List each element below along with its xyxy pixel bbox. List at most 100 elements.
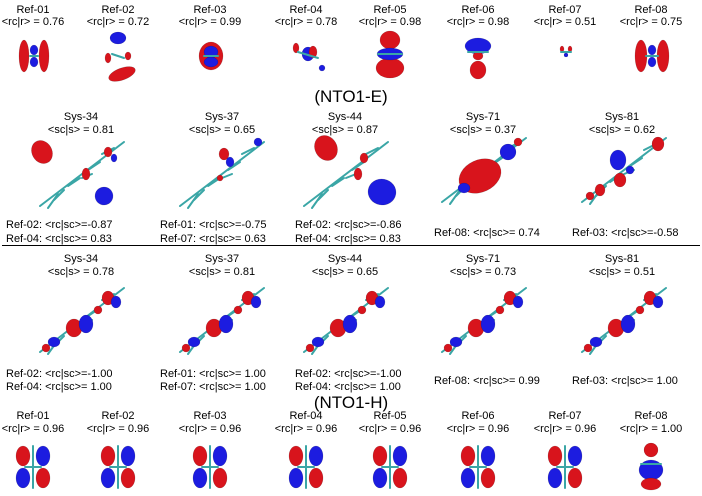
system-name-label: Sys-44 bbox=[327, 111, 363, 123]
positive-lobe bbox=[100, 445, 116, 467]
positive-lobe bbox=[495, 305, 505, 315]
negative-lobe bbox=[480, 445, 496, 467]
ref-overlap-line: Ref-01: <rc|sc>= 1.00 bbox=[160, 368, 266, 380]
positive-lobe bbox=[212, 467, 228, 489]
sys-37-e-orbital bbox=[179, 137, 265, 209]
nto1-e-label: (NTO1-E) bbox=[314, 87, 388, 106]
positive-lobe bbox=[567, 467, 583, 489]
ref-08-orbital bbox=[634, 39, 670, 73]
negative-lobe bbox=[342, 314, 358, 334]
positive-lobe bbox=[379, 30, 401, 50]
positive-lobe bbox=[359, 152, 369, 164]
negative-lobe bbox=[29, 44, 39, 56]
positive-lobe bbox=[305, 343, 315, 353]
positive-lobe bbox=[372, 445, 388, 467]
ref-overlap-label: <rc|r> = 0.96 bbox=[178, 423, 242, 435]
ref-overlap-label: <rc|r> = 0.96 bbox=[358, 423, 422, 435]
positive-lobe bbox=[216, 174, 224, 182]
negative-lobe bbox=[460, 467, 476, 489]
ref-name-label: Ref-02 bbox=[101, 4, 135, 16]
negative-lobe bbox=[449, 336, 463, 348]
positive-lobe bbox=[392, 467, 408, 489]
positive-lobe bbox=[93, 305, 103, 315]
ref-overlap-line: Ref-07: <rc|sc>= 0.63 bbox=[160, 233, 266, 245]
negative-lobe bbox=[47, 336, 61, 348]
positive-lobe bbox=[233, 305, 243, 315]
positive-lobe bbox=[357, 305, 367, 315]
ref-overlap-label: <rc|r> = 0.96 bbox=[274, 423, 338, 435]
ref-overlap-label: <rc|r> = 1.00 bbox=[619, 423, 683, 435]
negative-lobe bbox=[218, 314, 234, 334]
positive-lobe bbox=[643, 442, 659, 458]
sys-37-h-orbital bbox=[179, 287, 265, 355]
negative-lobe bbox=[512, 295, 524, 309]
ref-overlap-line: Ref-04: <rc|sc>= 1.00 bbox=[6, 381, 112, 393]
negative-lobe bbox=[480, 314, 496, 334]
positive-lobe bbox=[124, 51, 132, 61]
ref-04-h-orbital bbox=[288, 445, 324, 489]
system-overlap-label: <sc|s> = 0.62 bbox=[588, 124, 656, 136]
ref-overlap-line: Ref-02: <rc|sc>=-1.00 bbox=[295, 368, 402, 380]
system-overlap-label: <sc|s> = 0.87 bbox=[311, 124, 379, 136]
positive-lobe bbox=[104, 52, 112, 64]
ref-03-orbital bbox=[198, 41, 224, 71]
nto1-h-label: (NTO1-H) bbox=[313, 393, 389, 412]
ref-name-label: Ref-07 bbox=[548, 410, 582, 422]
system-name-label: Sys-37 bbox=[204, 111, 240, 123]
positive-lobe bbox=[218, 147, 230, 161]
sys-81-h-orbital bbox=[581, 287, 667, 355]
ref-overlap-line: Ref-03: <rc|sc>=-0.58 bbox=[572, 227, 679, 239]
negative-lobe bbox=[311, 336, 325, 348]
system-name-label: Sys-37 bbox=[204, 253, 240, 265]
ref-overlap-line: Ref-04: <rc|sc>= 0.83 bbox=[6, 233, 112, 245]
negative-lobe bbox=[110, 153, 118, 163]
bond bbox=[193, 189, 205, 201]
negative-lobe bbox=[625, 165, 635, 175]
positive-lobe bbox=[469, 60, 487, 80]
system-overlap-label: <sc|s> = 0.65 bbox=[188, 124, 256, 136]
negative-lobe bbox=[35, 445, 51, 467]
negative-lobe bbox=[457, 182, 471, 194]
bond bbox=[303, 141, 389, 207]
ref-overlap-line: Ref-02: <rc|sc>=-0.87 bbox=[6, 219, 113, 231]
ref-overlap-label: <rc|r> = 0.96 bbox=[446, 423, 510, 435]
positive-lobe bbox=[547, 445, 563, 467]
sys-44-h-orbital bbox=[303, 287, 389, 355]
system-name-label: Sys-44 bbox=[327, 253, 363, 265]
system-name-label: Sys-81 bbox=[604, 111, 640, 123]
positive-lobe bbox=[613, 172, 627, 188]
negative-lobe bbox=[652, 295, 664, 309]
negative-lobe bbox=[78, 314, 94, 334]
ref-name-label: Ref-06 bbox=[461, 4, 495, 16]
bond bbox=[221, 173, 233, 179]
ref-02-h-orbital bbox=[100, 445, 136, 489]
system-overlap-label: <sc|s> = 0.81 bbox=[188, 266, 256, 278]
ref-07-h-orbital bbox=[547, 445, 583, 489]
ref-overlap-label: <rc|r> = 0.98 bbox=[446, 16, 510, 28]
system-name-label: Sys-81 bbox=[604, 253, 640, 265]
negative-lobe bbox=[109, 31, 127, 45]
negative-lobe bbox=[288, 467, 304, 489]
negative-lobe bbox=[499, 143, 517, 161]
positive-lobe bbox=[181, 343, 191, 353]
ref-05-orbital bbox=[375, 30, 405, 79]
positive-lobe bbox=[583, 343, 593, 353]
ref-03-h-orbital bbox=[192, 445, 228, 489]
ref-overlap-label: <rc|r> = 0.78 bbox=[274, 16, 338, 28]
positive-lobe bbox=[460, 445, 476, 467]
negative-lobe bbox=[120, 445, 136, 467]
negative-lobe bbox=[110, 295, 122, 309]
bond bbox=[67, 177, 81, 187]
bond bbox=[87, 161, 101, 171]
system-name-label: Sys-71 bbox=[465, 253, 501, 265]
bond bbox=[227, 161, 241, 171]
negative-lobe bbox=[253, 137, 263, 147]
ref-06-h-orbital bbox=[460, 445, 496, 489]
ref-04-orbital bbox=[292, 42, 326, 72]
ref-name-label: Ref-04 bbox=[289, 410, 323, 422]
positive-lobe bbox=[513, 137, 523, 147]
ref-02-orbital bbox=[104, 31, 136, 82]
bond bbox=[629, 157, 643, 167]
sys-81-e-orbital bbox=[581, 136, 667, 205]
positive-lobe bbox=[120, 467, 136, 489]
